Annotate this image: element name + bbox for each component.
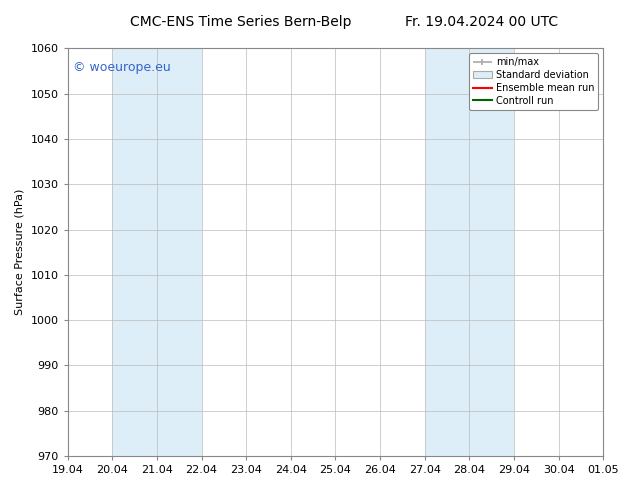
Bar	[425, 49, 514, 456]
Bar	[112, 49, 202, 456]
Text: CMC-ENS Time Series Bern-Belp: CMC-ENS Time Series Bern-Belp	[130, 15, 352, 29]
Text: Fr. 19.04.2024 00 UTC: Fr. 19.04.2024 00 UTC	[405, 15, 559, 29]
Legend: min/max, Standard deviation, Ensemble mean run, Controll run: min/max, Standard deviation, Ensemble me…	[469, 53, 598, 110]
Text: © woeurope.eu: © woeurope.eu	[73, 61, 171, 74]
Y-axis label: Surface Pressure (hPa): Surface Pressure (hPa)	[15, 189, 25, 316]
